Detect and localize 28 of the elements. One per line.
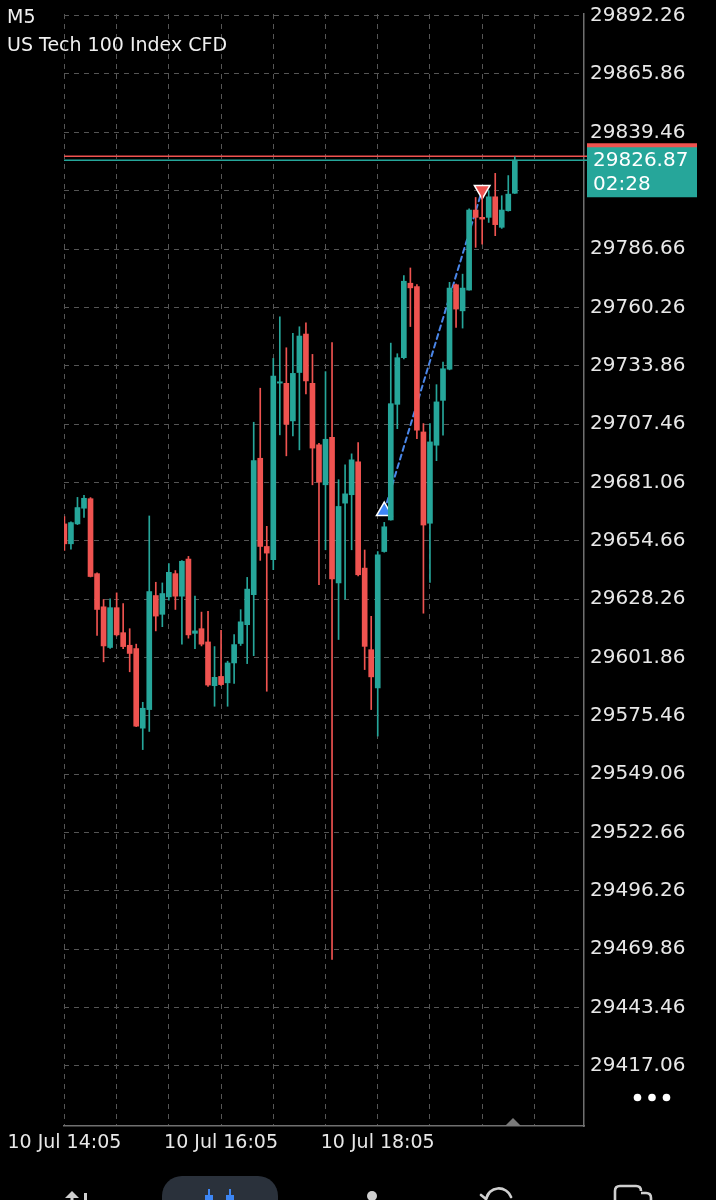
- y-tick-label: 29786.66: [590, 235, 686, 260]
- candlestick: [218, 629, 224, 686]
- y-tick-label: 29707.46: [590, 410, 686, 435]
- text: 02:28: [593, 171, 651, 196]
- ref-line-label: 29826.87: [593, 147, 689, 172]
- y-tick-label: 29892.26: [590, 1, 686, 26]
- x-tick-label: 10 Jul 16:05: [164, 1130, 279, 1153]
- y-tick-label: 29496.26: [590, 877, 686, 902]
- y-tick-label: 29839.46: [590, 118, 686, 143]
- y-tick-label: 29681.06: [590, 468, 686, 493]
- candlestick: [329, 342, 335, 960]
- y-tick-label: 29628.26: [590, 585, 686, 610]
- y-tick-label: 29469.86: [590, 935, 686, 960]
- y-tick-label: 29443.46: [590, 993, 686, 1018]
- candlestick: [192, 595, 198, 649]
- y-tick-label: 29601.86: [590, 643, 686, 668]
- text: US Tech 100 Index CFD: [7, 33, 228, 55]
- y-tick-label: 29417.06: [590, 1052, 686, 1077]
- chart-title: M5: [7, 5, 36, 27]
- x-tick-label: 10 Jul 14:05: [7, 1130, 122, 1153]
- y-tick-label: 29549.06: [590, 760, 686, 785]
- x-tick-label: 10 Jul 18:05: [320, 1130, 435, 1153]
- y-tick-label: 29733.86: [590, 351, 686, 376]
- y-tick-label: 29760.26: [590, 293, 686, 318]
- y-tick-label: 29865.86: [590, 60, 686, 85]
- y-tick-label: 29522.66: [590, 818, 686, 843]
- y-tick-label: 29575.46: [590, 702, 686, 727]
- y-tick-label: 29654.66: [590, 527, 686, 552]
